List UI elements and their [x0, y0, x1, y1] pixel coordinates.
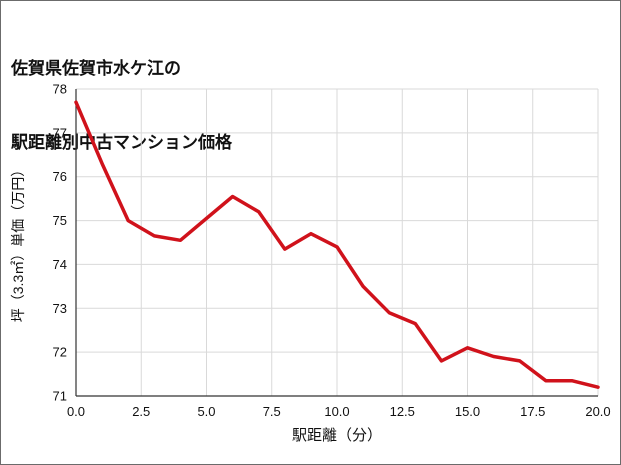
x-tick-label: 0.0 — [67, 404, 85, 419]
y-tick-label: 73 — [53, 301, 67, 316]
y-tick-label: 75 — [53, 213, 67, 228]
chart-title: 佐賀県佐賀市水ケ江の 駅距離別中古マンション価格 — [11, 8, 232, 205]
price-line — [74, 100, 600, 389]
x-tick-label: 15.0 — [455, 404, 480, 419]
x-tick-label: 20.0 — [585, 404, 610, 419]
x-tick-label: 7.5 — [263, 404, 281, 419]
y-tick-label: 77 — [53, 125, 67, 140]
y-tick-label: 76 — [53, 169, 67, 184]
y-tick-label: 72 — [53, 345, 67, 360]
y-tick-label: 74 — [53, 257, 67, 272]
x-tick-label: 12.5 — [390, 404, 415, 419]
y-axis-title: 坪（3.3㎡）単価（万円） — [10, 163, 26, 322]
x-tick-label: 10.0 — [324, 404, 349, 419]
x-tick-label: 17.5 — [520, 404, 545, 419]
chart-title-line2: 駅距離別中古マンション価格 — [11, 133, 232, 153]
y-tick-label: 71 — [53, 389, 67, 404]
chart-title-line1: 佐賀県佐賀市水ケ江の — [11, 59, 181, 79]
x-tick-label: 2.5 — [132, 404, 150, 419]
y-tick-label: 78 — [53, 82, 67, 97]
x-axis-title: 駅距離（分） — [292, 426, 382, 444]
x-tick-label: 5.0 — [197, 404, 215, 419]
